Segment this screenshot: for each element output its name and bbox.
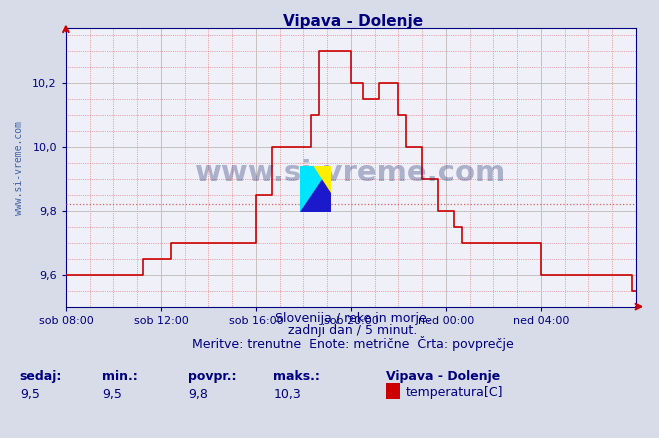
Text: maks.:: maks.: bbox=[273, 370, 320, 383]
Text: 10,3: 10,3 bbox=[273, 388, 301, 401]
Text: sedaj:: sedaj: bbox=[20, 370, 62, 383]
Text: Meritve: trenutne  Enote: metrične  Črta: povprečje: Meritve: trenutne Enote: metrične Črta: … bbox=[192, 336, 513, 351]
Text: 9,5: 9,5 bbox=[102, 388, 122, 401]
Text: www.si-vreme.com: www.si-vreme.com bbox=[195, 159, 507, 187]
Text: zadnji dan / 5 minut.: zadnji dan / 5 minut. bbox=[288, 324, 417, 337]
Text: 9,8: 9,8 bbox=[188, 388, 208, 401]
Text: Vipava - Dolenje: Vipava - Dolenje bbox=[283, 14, 422, 29]
Polygon shape bbox=[314, 166, 331, 192]
Text: temperatura[C]: temperatura[C] bbox=[405, 386, 503, 399]
Text: www.si-vreme.com: www.si-vreme.com bbox=[14, 120, 24, 215]
Text: Vipava - Dolenje: Vipava - Dolenje bbox=[386, 370, 500, 383]
Text: min.:: min.: bbox=[102, 370, 138, 383]
Text: povpr.:: povpr.: bbox=[188, 370, 237, 383]
Polygon shape bbox=[300, 166, 331, 212]
Text: 9,5: 9,5 bbox=[20, 388, 40, 401]
Polygon shape bbox=[300, 166, 331, 212]
Text: Slovenija / reke in morje.: Slovenija / reke in morje. bbox=[275, 312, 430, 325]
